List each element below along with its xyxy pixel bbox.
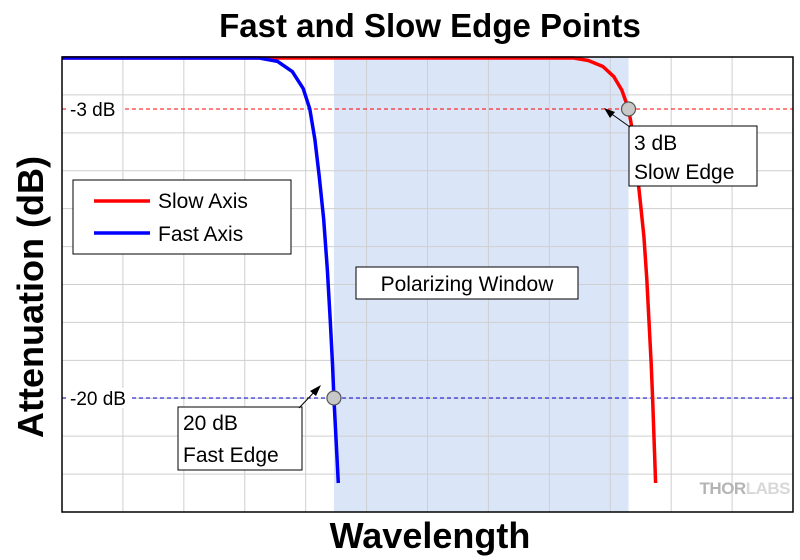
legend-label-fast-axis: Fast Axis — [158, 223, 243, 246]
chart-title: Fast and Slow Edge Points — [219, 7, 641, 44]
window-label: Polarizing Window — [381, 273, 555, 296]
legend — [72, 179, 292, 255]
ref-label-minus-20db: -20 dB — [70, 389, 126, 410]
slow-edge-point — [620, 101, 637, 117]
x-axis-label: Wavelength — [330, 515, 531, 556]
slow-edge-arrowhead — [604, 108, 615, 118]
thorlabs-logo: THORLABS — [700, 479, 791, 498]
ref-label-minus-3db: -3 dB — [70, 100, 115, 121]
y-axis-label: Attenuation (dB) — [10, 156, 51, 438]
series-line-fast-axis — [62, 56, 341, 484]
plot-frame — [61, 56, 794, 513]
fast-edge-annotation-line2: Fast Edge — [183, 444, 279, 467]
ref-label-bg — [66, 99, 122, 119]
legend-label-slow-axis: Slow Axis — [158, 190, 248, 213]
ref-label-bg — [66, 388, 132, 408]
slow-edge-annotation-line2: Slow Edge — [634, 161, 734, 184]
fast-edge-arrowhead — [310, 385, 321, 396]
fast-edge-annotation-line1: 20 dB — [183, 412, 238, 435]
slow-edge-annotation-box — [628, 125, 758, 187]
window-label-box — [355, 266, 579, 300]
fast-edge-annotation-box — [177, 406, 303, 471]
slow-edge-annotation-line1: 3 dB — [634, 132, 677, 155]
fast-edge-point — [326, 390, 342, 406]
